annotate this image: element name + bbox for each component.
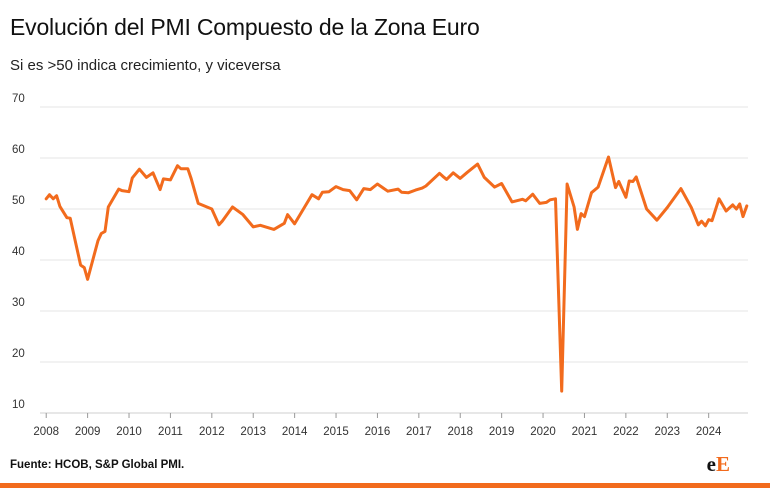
x-tick-label: 2015 <box>323 426 349 438</box>
x-tick-label: 2022 <box>613 426 639 438</box>
x-tick-label: 2012 <box>199 426 225 438</box>
pmi-line-chart: 10 20 30 40 50 60 70 2008 2009 2010 2011 2012 2013 20… <box>12 93 749 438</box>
x-tick-label: 2020 <box>530 426 556 438</box>
x-tick-label: 2023 <box>654 426 680 438</box>
x-tick-label: 2011 <box>158 426 183 438</box>
x-tick-label: 2008 <box>33 426 59 438</box>
x-tick-label: 2016 <box>365 426 391 438</box>
x-tick-label: 2021 <box>572 426 598 438</box>
eleconomista-logo: eE <box>707 452 730 477</box>
brand-bottom-bar <box>0 483 770 488</box>
chart-title: Evolución del PMI Compuesto de la Zona E… <box>10 14 480 40</box>
logo-letter-E: E <box>715 452 730 476</box>
y-tick-label: 30 <box>12 297 25 309</box>
x-tick-label: 2010 <box>116 426 142 438</box>
x-tick-label: 2013 <box>240 426 266 438</box>
series-line-1 <box>44 155 749 393</box>
source-note: Fuente: HCOB, S&P Global PMI. <box>10 459 185 471</box>
logo-letter-e: e <box>706 452 716 476</box>
y-tick-label: 70 <box>12 93 25 105</box>
y-tick-label: 10 <box>12 399 25 411</box>
x-tick-label: 2019 <box>489 426 515 438</box>
chart-subtitle: Si es >50 indica crecimiento, y vicevers… <box>10 57 281 74</box>
y-tick-label: 60 <box>12 144 25 156</box>
x-tick-label: 2017 <box>406 426 432 438</box>
x-tick-label: 2018 <box>447 426 473 438</box>
y-tick-label: 40 <box>12 246 25 258</box>
x-tick-label: 2009 <box>75 426 101 438</box>
x-tick-label: 2014 <box>282 426 308 438</box>
y-tick-label: 20 <box>12 348 25 360</box>
y-tick-label: 50 <box>12 195 25 207</box>
x-tick-label: 2024 <box>696 426 722 438</box>
